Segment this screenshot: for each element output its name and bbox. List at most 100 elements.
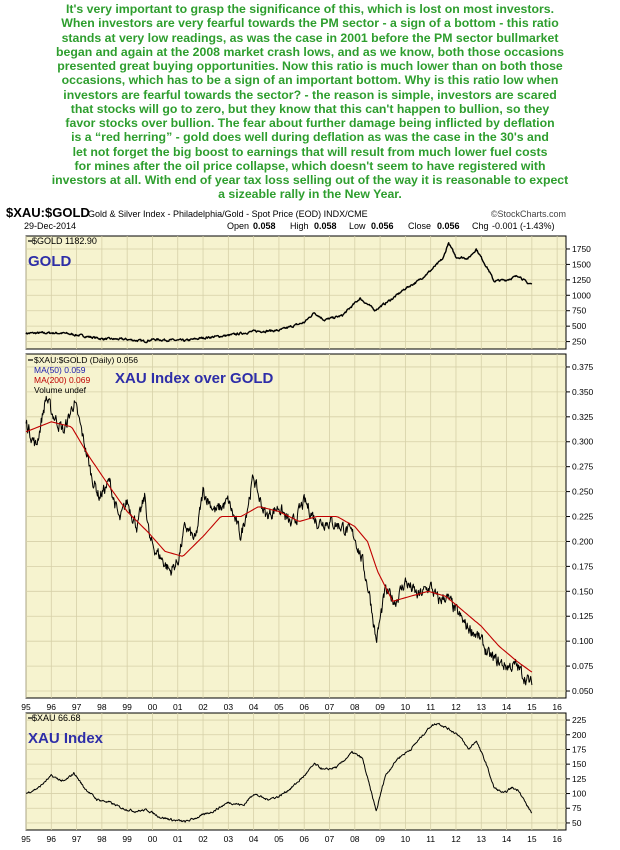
gold-plot-area <box>25 235 567 350</box>
y-tick-label: 1750 <box>572 244 591 254</box>
ratio-price-line <box>25 395 533 686</box>
y-tick-label: 0.050 <box>572 686 594 696</box>
x-tick-label: 96 <box>47 702 57 712</box>
y-tick-label: 0.125 <box>572 611 594 621</box>
x-tick-label: 97 <box>72 834 82 844</box>
ma200-line <box>25 421 533 673</box>
x-tick-label: 14 <box>502 702 512 712</box>
x-tick-label: 06 <box>299 702 309 712</box>
x-tick-label: 05 <box>274 834 284 844</box>
commentary-line: When investors are very fearful towards … <box>61 16 559 31</box>
x-tick-label: 15 <box>527 834 537 844</box>
x-tick-label: 07 <box>325 834 335 844</box>
x-tick-label: 06 <box>299 834 309 844</box>
x-tick-label: 03 <box>224 702 234 712</box>
y-tick-label: 0.275 <box>572 462 594 472</box>
y-tick-label: 1500 <box>572 259 591 269</box>
commentary-text: It's very important to grasp the signifi… <box>6 2 614 201</box>
x-tick-label: 08 <box>350 834 360 844</box>
y-tick-label: 0.100 <box>572 636 594 646</box>
low-label: Low <box>349 221 366 231</box>
x-tick-label: 09 <box>375 702 385 712</box>
x-tick-label: 99 <box>122 702 132 712</box>
y-tick-label: 75 <box>572 803 582 813</box>
x-tick-label: 04 <box>249 702 259 712</box>
y-tick-label: 100 <box>572 789 586 799</box>
commentary-line: It's very important to grasp the signifi… <box>65 2 555 16</box>
x-tick-label: 08 <box>350 702 360 712</box>
y-tick-label: 0.075 <box>572 661 594 671</box>
x-tick-label: 09 <box>375 834 385 844</box>
chart-description: Gold & Silver Index - Philadelphia/Gold … <box>88 209 368 219</box>
ratio-legend-ma50: MA(50) 0.059 <box>34 365 86 375</box>
y-tick-label: 0.200 <box>572 536 594 546</box>
y-tick-label: 0.325 <box>572 412 594 422</box>
xau-legend-entry: $XAU 66.68 <box>32 713 81 723</box>
y-tick-label: 125 <box>572 774 586 784</box>
ratio-legend-volume: Volume undef <box>34 385 87 395</box>
y-tick-label: 0.150 <box>572 586 594 596</box>
close-label: Close <box>408 221 431 231</box>
y-tick-label: 200 <box>572 730 586 740</box>
x-tick-label: 11 <box>426 834 435 844</box>
x-tick-label: 00 <box>148 834 158 844</box>
y-tick-label: 175 <box>572 744 586 754</box>
y-tick-label: 0.225 <box>572 512 594 522</box>
stockcharts-watermark: ©StockCharts.com <box>491 209 566 219</box>
x-tick-label: 98 <box>97 834 107 844</box>
x-tick-label: 13 <box>477 834 487 844</box>
commentary-line: occasions, which has to be a sign of an … <box>61 73 559 88</box>
gold-panel-legend: $GOLD 1182.90 <box>32 236 97 246</box>
chart-date: 29-Dec-2014 <box>24 221 76 231</box>
commentary-line: began and again at the 2008 market crash… <box>56 44 564 59</box>
x-tick-label: 00 <box>148 702 158 712</box>
x-tick-label: 97 <box>72 702 82 712</box>
xau-plot-area <box>25 712 567 831</box>
y-tick-label: 1250 <box>572 275 591 285</box>
x-tick-label: 16 <box>552 702 562 712</box>
xau-panel-title: XAU Index <box>28 730 104 747</box>
low-value: 0.056 <box>371 221 394 231</box>
x-tick-label: 01 <box>173 834 183 844</box>
x-tick-label: 99 <box>122 834 132 844</box>
y-tick-label: 150 <box>572 759 586 769</box>
stockcharts-figure: $XAU:$GOLD Gold & Silver Index - Philade… <box>6 205 594 844</box>
y-tick-label: 500 <box>572 321 586 331</box>
ratio-panel-legend: $XAU:$GOLD (Daily) 0.056 MA(50) 0.059 MA… <box>34 355 138 395</box>
commentary-line: for mines after the oil price collapse, … <box>74 158 546 173</box>
x-tick-label: 98 <box>97 702 107 712</box>
commentary-line: investors at all. With end of year tax l… <box>51 173 569 187</box>
commentary-line: investors are fearful towards the sector… <box>63 87 557 102</box>
x-tick-label: 14 <box>502 834 512 844</box>
x-tick-label: 95 <box>21 702 31 712</box>
ratio-panel-title: XAU Index over GOLD <box>115 370 274 387</box>
y-tick-label: 0.375 <box>572 362 594 372</box>
x-tick-label: 96 <box>47 834 57 844</box>
ohlc-readout: Open 0.058 High 0.058 Low 0.056 Close 0.… <box>227 221 555 231</box>
y-tick-label: 1000 <box>572 290 591 300</box>
y-tick-label: 750 <box>572 306 586 316</box>
close-value: 0.056 <box>437 221 460 231</box>
y-tick-label: 225 <box>572 715 586 725</box>
x-tick-label: 04 <box>249 834 259 844</box>
commentary-line: that stocks will go to zero, but they kn… <box>70 101 550 116</box>
commentary-line: presented great buying opportunities. No… <box>57 59 563 73</box>
high-value: 0.058 <box>314 221 337 231</box>
chart-symbol: $XAU:$GOLD <box>6 205 90 220</box>
chg-label: Chg <box>472 221 489 231</box>
x-tick-label: 95 <box>21 834 31 844</box>
x-tick-label: 12 <box>451 834 461 844</box>
x-tick-label: 16 <box>552 834 562 844</box>
gold-legend-entry: $GOLD 1182.90 <box>32 236 97 246</box>
xau-panel-legend: $XAU 66.68 <box>32 713 81 723</box>
gold-panel-title: GOLD <box>28 253 71 270</box>
ratio-legend-price: $XAU:$GOLD (Daily) 0.056 <box>34 355 138 365</box>
chg-value: -0.001 (-1.43%) <box>492 221 555 231</box>
open-label: Open <box>227 221 249 231</box>
xau-price-line <box>26 722 533 823</box>
x-tick-label: 03 <box>224 834 234 844</box>
x-tick-label: 07 <box>325 702 335 712</box>
y-tick-label: 0.175 <box>572 561 594 571</box>
commentary-line: stands at very low readings, as was the … <box>61 30 559 45</box>
chart-panels: 25050075010001250150017500.0500.0750.100… <box>21 235 594 844</box>
